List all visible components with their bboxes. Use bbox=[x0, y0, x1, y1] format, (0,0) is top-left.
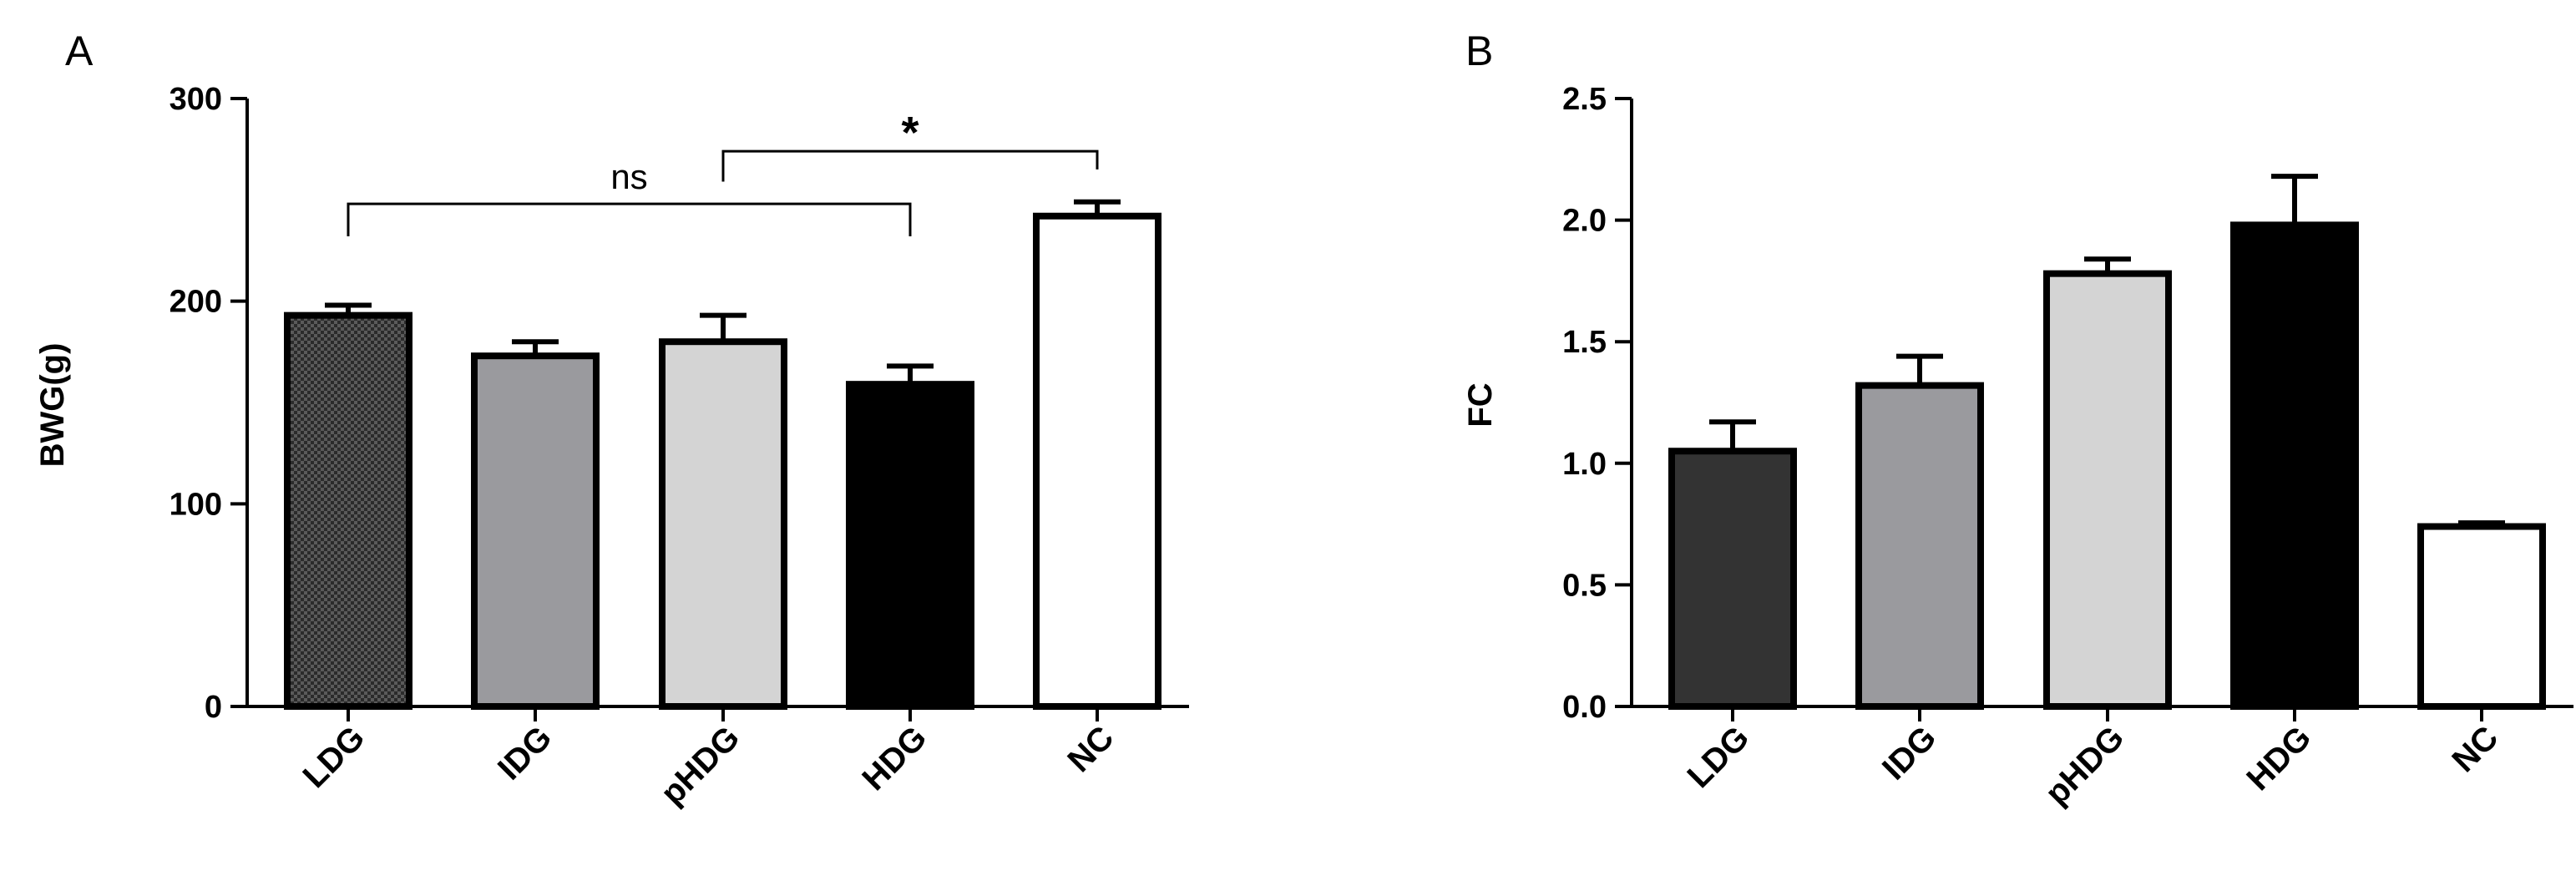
y-tick-label: 1.5 bbox=[1562, 325, 1607, 360]
x-tick-label: pHDG bbox=[2038, 719, 2131, 812]
significance-bracket bbox=[721, 149, 1099, 182]
bar-chart-panel-a: 0 100 200 300 BWG(g) LDG IDG pHDG HDG NC ns * bbox=[34, 82, 1189, 812]
panel-letter-a: A bbox=[65, 28, 94, 74]
x-tick-label: NC bbox=[1060, 719, 1121, 779]
bar-nc bbox=[2417, 523, 2546, 711]
bar-idg bbox=[1855, 382, 1984, 710]
y-axis-title: BWG(g) bbox=[34, 343, 71, 468]
y-tick-label: 300 bbox=[170, 82, 222, 117]
y-tick-label: 0 bbox=[205, 690, 222, 725]
y-tick-label: 0.0 bbox=[1562, 690, 1607, 725]
x-tick-label: IDG bbox=[491, 719, 559, 787]
y-tick-label: 2.0 bbox=[1562, 204, 1607, 239]
x-tick-label: HDG bbox=[2239, 719, 2318, 797]
bar-hdg bbox=[846, 381, 974, 710]
y-tick-label: 2.5 bbox=[1562, 82, 1607, 117]
bar-ldg bbox=[1668, 448, 1797, 710]
bar-phdg bbox=[659, 338, 787, 710]
bar-ldg bbox=[284, 311, 412, 710]
y-axis-title: FC bbox=[1462, 382, 1499, 427]
bar-hdg bbox=[2230, 221, 2359, 710]
significance-label: * bbox=[901, 108, 919, 158]
x-tick-label: NC bbox=[2445, 719, 2505, 779]
y-tick-label: 1.0 bbox=[1562, 447, 1607, 482]
x-tick-label: IDG bbox=[1875, 719, 1943, 787]
panel-letter-b: B bbox=[1465, 28, 1493, 74]
x-tick-label: LDG bbox=[1681, 719, 1757, 795]
x-tick-label: LDG bbox=[296, 719, 372, 795]
y-tick-label: 100 bbox=[170, 487, 222, 522]
y-tick-label: 0.5 bbox=[1562, 568, 1607, 603]
bar-phdg bbox=[2043, 270, 2172, 710]
y-tick-label: 200 bbox=[170, 285, 222, 320]
bar-chart-panel-b: 0.0 0.5 1.0 1.5 2.0 2.5 FC LDG IDG pHDG HDG NC bbox=[1462, 82, 2573, 812]
bar-nc bbox=[1033, 212, 1161, 711]
x-tick-label: HDG bbox=[855, 719, 934, 797]
x-tick-label: pHDG bbox=[654, 719, 746, 812]
significance-label: ns bbox=[610, 157, 647, 196]
bar-idg bbox=[471, 352, 600, 710]
significance-bracket bbox=[347, 202, 912, 237]
